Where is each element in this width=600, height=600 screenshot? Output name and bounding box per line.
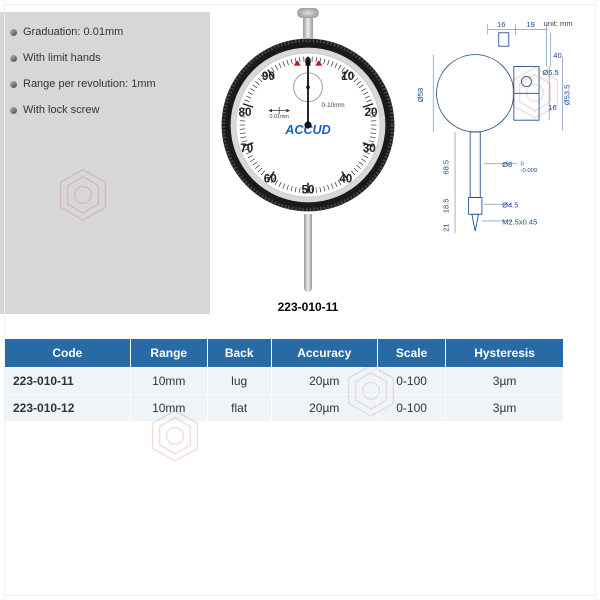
table-row: 223-010-12 10mm flat 20µm 0-100 3µm xyxy=(5,395,564,422)
dim-tol: -0.009 xyxy=(521,168,538,174)
dim: Ø58 xyxy=(416,88,425,102)
table-row: 223-010-11 10mm lug 20µm 0-100 3µm xyxy=(5,368,564,395)
dial-10: 10 xyxy=(341,70,355,83)
product-photo: 0 10 20 30 40 50 60 70 80 90 ACCUD xyxy=(218,16,398,314)
th-hysteresis: Hysteresis xyxy=(446,339,564,368)
dim: 40 xyxy=(553,51,561,60)
dim: 68.5 xyxy=(441,160,450,175)
th-code: Code xyxy=(5,339,131,368)
cell: 10mm xyxy=(130,395,207,422)
bullet-item: With lock screw xyxy=(10,104,200,116)
cell: flat xyxy=(207,395,271,422)
cell: 3µm xyxy=(446,395,564,422)
bullet-item: With limit hands xyxy=(10,52,200,64)
cell-code: 223-010-11 xyxy=(5,368,131,395)
model-label: 223-010-11 xyxy=(218,300,398,314)
cell: 0-100 xyxy=(378,395,446,422)
technical-drawing: unit: mm xyxy=(408,16,576,268)
dim: 19 xyxy=(526,20,534,29)
dim: 18.5 xyxy=(441,198,450,213)
dial-40: 40 xyxy=(339,173,353,186)
dim: Ø4.5 xyxy=(502,201,518,210)
feature-bullets: Graduation: 0.01mm With limit hands Rang… xyxy=(0,12,210,314)
cell: 20µm xyxy=(271,368,378,395)
cell: 3µm xyxy=(446,368,564,395)
dial-30: 30 xyxy=(363,142,377,155)
dim: Ø53.5 xyxy=(562,85,571,106)
dim: M2.5x0.45 xyxy=(502,217,537,226)
cell: lug xyxy=(207,368,271,395)
range-label: 0-10mm xyxy=(322,102,345,109)
cell-code: 223-010-12 xyxy=(5,395,131,422)
dim: 21 xyxy=(441,223,450,231)
dial-60: 60 xyxy=(264,173,278,186)
th-scale: Scale xyxy=(378,339,446,368)
dim: Ø6.5 xyxy=(542,68,558,77)
bullet-item: Range per revolution: 1mm xyxy=(10,78,200,90)
bullet-item: Graduation: 0.01mm xyxy=(10,26,200,38)
table-header-row: Code Range Back Accuracy Scale Hysteresi… xyxy=(5,339,564,368)
th-range: Range xyxy=(130,339,207,368)
dial-80: 80 xyxy=(238,106,252,119)
grad-label: 0.01mm xyxy=(269,114,289,120)
dial-20: 20 xyxy=(364,106,378,119)
dial-indicator: 0 10 20 30 40 50 60 70 80 90 ACCUD xyxy=(218,35,398,215)
th-accuracy: Accuracy xyxy=(271,339,378,368)
dim-tol: 0 xyxy=(521,162,525,168)
gauge-top-stem xyxy=(303,16,313,38)
dial-50: 50 xyxy=(301,183,315,196)
th-back: Back xyxy=(207,339,271,368)
dial-90: 90 xyxy=(262,70,276,83)
cell: 10mm xyxy=(130,368,207,395)
dial-70: 70 xyxy=(240,142,254,155)
dim: 16 xyxy=(497,20,505,29)
dim: 16 xyxy=(548,103,556,112)
gauge-stem xyxy=(304,214,312,292)
dim: Ø8 xyxy=(502,160,512,169)
cell: 0-100 xyxy=(378,368,446,395)
unit-label: unit: mm xyxy=(544,19,573,28)
cell: 20µm xyxy=(271,395,378,422)
spec-table: Code Range Back Accuracy Scale Hysteresi… xyxy=(4,338,564,422)
